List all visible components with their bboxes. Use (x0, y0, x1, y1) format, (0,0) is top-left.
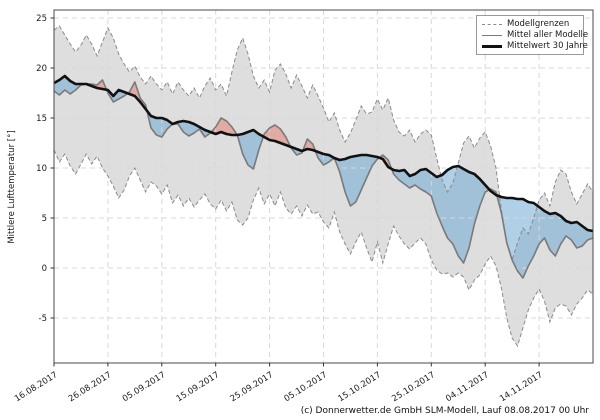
svg-text:25: 25 (36, 14, 47, 24)
y-axis-label: Mittlere Lufttemperatur [°] (7, 130, 17, 243)
legend-item-model-bounds: Modellgrenzen (482, 19, 578, 29)
svg-text:10: 10 (36, 164, 47, 174)
mean-30y-line (53, 74, 594, 233)
model-bounds-lines (53, 25, 594, 348)
model-mean-line (53, 79, 594, 279)
legend-item-model-mean: Mittel aller Modelle (482, 30, 588, 40)
svg-text:-5: -5 (39, 314, 47, 324)
copyright-note: (c) Donnerwetter.de GmbH SLM-Modell, Lau… (300, 406, 589, 416)
y-axis-tick-labels: -5 0 5 10 15 20 25 (36, 14, 47, 324)
svg-text:5: 5 (42, 214, 47, 224)
black-line-icon (482, 44, 502, 48)
upper-bound-line (53, 25, 594, 262)
legend-item-30y-mean: Mittelwert 30 Jahre (482, 41, 588, 51)
gray-line-icon (482, 34, 502, 36)
svg-text:0: 0 (42, 264, 47, 274)
legend-label-30y-mean: Mittelwert 30 Jahre (507, 41, 588, 51)
legend-label-model-bounds: Modellgrenzen (507, 19, 570, 29)
grid-lines (53, 10, 593, 363)
dashed-line-icon (482, 23, 502, 25)
svg-text:15: 15 (36, 114, 47, 124)
svg-text:20: 20 (36, 64, 47, 74)
lower-bound-line (53, 149, 594, 348)
chart-legend: Modellgrenzen Mittel aller Modelle Mitte… (476, 15, 588, 55)
legend-label-model-mean: Mittel aller Modelle (507, 30, 589, 40)
axis-ticks (50, 17, 540, 367)
